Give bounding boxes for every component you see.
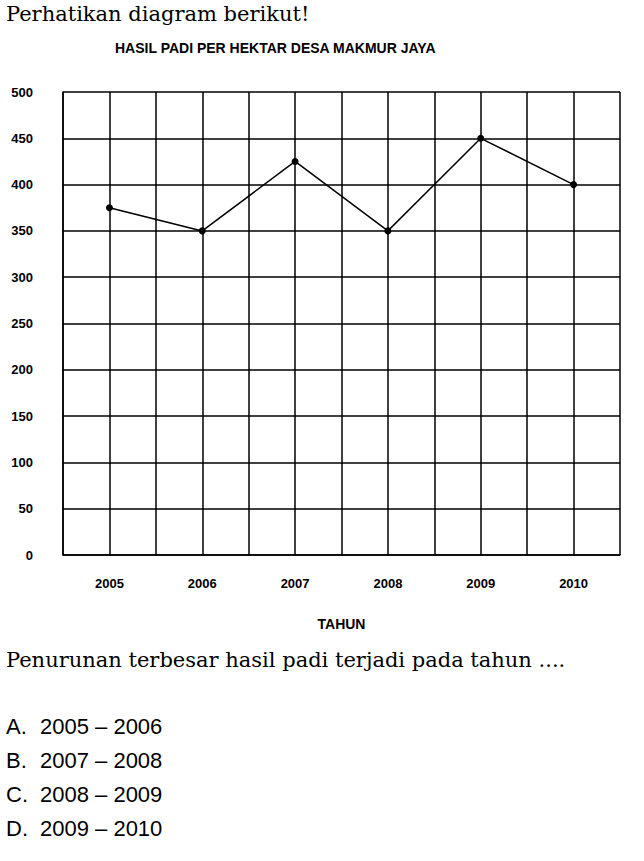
html-text:Penurunan terbesar hasil padi: Penurunan terbesar hasil padi terjadi pa… <box>6 648 566 672</box>
svg-text:400: 400 <box>11 177 33 192</box>
svg-text:500: 500 <box>11 85 33 100</box>
svg-text:100: 100 <box>11 455 33 470</box>
svg-text:2008: 2008 <box>373 576 402 591</box>
html-text:2009 – 2010: 2009 – 2010 <box>40 816 163 841</box>
svg-text:2007: 2007 <box>281 576 310 591</box>
html-text:D.: D. <box>6 816 28 841</box>
svg-text:350: 350 <box>11 223 33 238</box>
svg-text:TAHUN: TAHUN <box>318 616 366 632</box>
svg-text:450: 450 <box>11 131 33 146</box>
html-text:B.: B. <box>6 748 27 773</box>
html-text:C.: C. <box>6 782 28 807</box>
html-text:Perhatikan diagram berikut!: Perhatikan diagram berikut! <box>6 2 310 26</box>
svg-text:200: 200 <box>11 362 33 377</box>
svg-text:300: 300 <box>11 270 33 285</box>
html-text:A.: A. <box>6 714 27 739</box>
html-text:2005 – 2006: 2005 – 2006 <box>40 714 163 739</box>
html-text:2008 – 2009: 2008 – 2009 <box>40 782 163 807</box>
svg-text:0: 0 <box>26 548 33 563</box>
svg-text:250: 250 <box>11 316 33 331</box>
svg-text:50: 50 <box>19 501 33 516</box>
html-text:2007 – 2008: 2007 – 2008 <box>40 748 163 773</box>
svg-text:150: 150 <box>11 409 33 424</box>
svg-text:2010: 2010 <box>559 576 588 591</box>
svg-text:2006: 2006 <box>188 576 217 591</box>
svg-text:2005: 2005 <box>95 576 124 591</box>
svg-text:2009: 2009 <box>466 576 495 591</box>
svg-text:HASIL PADI PER HEKTAR DESA MAK: HASIL PADI PER HEKTAR DESA MAKMUR JAYA <box>115 40 436 56</box>
